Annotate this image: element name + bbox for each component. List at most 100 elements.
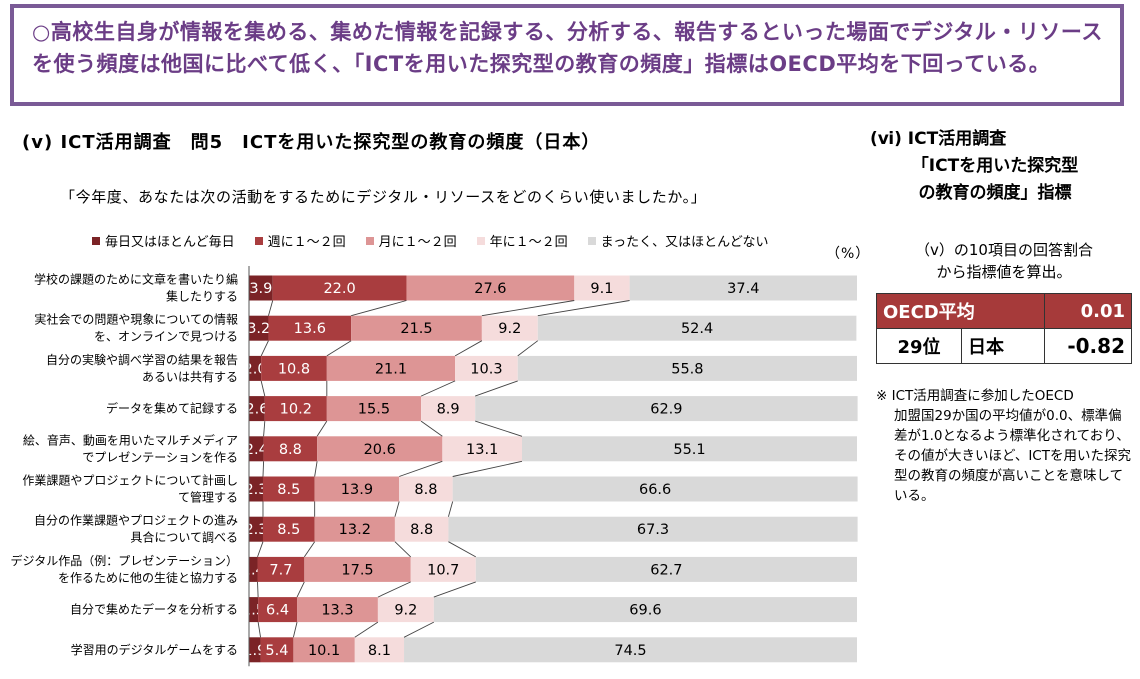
data-label: 9.2 <box>394 603 417 619</box>
bar-segment <box>249 436 264 462</box>
series-connector-line <box>420 380 456 397</box>
legend-item-weekly: 週に１～２回 <box>254 231 346 250</box>
category-label: て管理する <box>178 490 238 505</box>
series-connector-line <box>262 461 265 477</box>
category-label: 作業課題やプロジェクトについて計画し <box>22 473 238 488</box>
bar-segment <box>249 355 262 381</box>
category-label: 実社会での問題や現象についての情報 <box>34 312 238 327</box>
data-label: 8.9 <box>437 402 460 418</box>
bar-segment <box>574 275 630 301</box>
series-connector-line <box>326 340 352 357</box>
data-label: 5.4 <box>265 643 288 659</box>
bar-segment <box>410 556 476 582</box>
bar-segment <box>481 315 538 341</box>
japan-label: 日本 <box>961 328 1045 364</box>
data-label: 13.6 <box>294 321 326 337</box>
data-label: 13.2 <box>339 522 371 538</box>
series-connector-line <box>316 420 328 437</box>
bar-segment <box>249 597 259 623</box>
footnote-first-text: ICT活用調査に参加したOECD <box>891 388 1074 404</box>
data-label: 10.3 <box>470 361 502 377</box>
series-connector-line <box>420 420 443 437</box>
series-connector-line <box>260 380 266 397</box>
bar-segment <box>475 556 857 582</box>
bar-segment <box>249 637 261 663</box>
series-connector-line <box>433 581 476 598</box>
series-connector-line <box>403 621 435 638</box>
category-label: 自分で集めたデータを分析する <box>70 602 238 617</box>
data-label: 74.5 <box>614 643 646 659</box>
legend-swatch-daily <box>92 236 100 245</box>
category-label: でプレゼンテーションを作る <box>82 450 238 464</box>
bar-segment <box>260 637 294 663</box>
series-connector-line <box>257 581 259 598</box>
bar-segment <box>404 637 857 663</box>
footnote-body: 加盟国29か国の平均値が0.0、標準偏差が1.0となるよう標準化されており、その… <box>894 408 1131 504</box>
series-connector-line <box>481 300 575 317</box>
legend-label-daily: 毎日又はほとんど毎日 <box>105 235 235 250</box>
bar-segment <box>258 597 298 623</box>
bar-segment <box>304 556 411 582</box>
series-connector-line <box>475 380 518 397</box>
data-label: 2.3 <box>244 522 267 538</box>
data-label: 10.2 <box>280 402 312 418</box>
data-label: 2.4 <box>245 442 268 458</box>
legend-item-daily: 毎日又はほとんど毎日 <box>92 231 235 250</box>
category-label: デジタル作品（例：プレゼンテーション） <box>10 553 238 568</box>
index-method-note-line2: から指標値を算出。 <box>936 263 1072 281</box>
data-label: 7.7 <box>269 562 292 578</box>
series-connector-line <box>292 621 298 638</box>
data-label: 8.8 <box>414 482 437 498</box>
category-label: 自分の実験や調べ学習の結果を報告 <box>46 352 238 367</box>
unit-label: （%） <box>826 246 871 262</box>
series-connector-line <box>448 541 477 558</box>
bar-segment <box>293 637 355 663</box>
series-connector-line <box>517 340 539 357</box>
bar-segment <box>262 476 315 502</box>
bar-segment <box>394 516 449 542</box>
bar-segment <box>442 436 522 462</box>
bar-segment <box>421 396 476 422</box>
data-label: 2.3 <box>244 482 267 498</box>
category-label: 自分の作業課題やプロジェクトの進み <box>34 513 238 528</box>
japan-row: 29位 日本 -0.82 <box>876 328 1132 364</box>
bar-segment <box>249 275 273 301</box>
series-connector-line <box>257 622 261 638</box>
data-label: 37.4 <box>727 281 759 297</box>
bar-segment <box>326 355 456 381</box>
bar-segment <box>399 476 453 502</box>
series-connector-line <box>537 300 630 317</box>
bar-segment <box>448 516 858 542</box>
bar-segment <box>297 597 378 623</box>
legend-label-never: まったく、又はほとんどない <box>600 235 769 250</box>
data-label: 10.8 <box>278 361 310 377</box>
bar-segment <box>263 436 318 462</box>
category-label: 学校の課題のために文章を書いたり編 <box>34 272 238 287</box>
data-label: 27.6 <box>474 281 506 297</box>
bar-segment <box>629 275 857 301</box>
category-label: あるいは共有する <box>142 370 238 384</box>
bar-segment <box>326 396 422 422</box>
bar-segment <box>406 275 575 301</box>
series-connector-line <box>263 421 266 437</box>
series-connector-line <box>354 621 379 638</box>
data-label: 66.6 <box>639 482 671 498</box>
index-method-note-line1: （ⅴ）の10項目の回答割合 <box>915 241 1093 259</box>
footnote-mark: ※ <box>876 388 888 404</box>
data-label: 8.1 <box>368 643 391 659</box>
data-label: 55.8 <box>671 361 703 377</box>
series-connector-line <box>314 461 318 477</box>
data-label: 52.4 <box>681 321 713 337</box>
legend-item-yearly: 年に１～２回 <box>476 231 568 250</box>
legend-label-monthly: 月に１～２回 <box>378 235 457 250</box>
data-label: 20.6 <box>364 442 396 458</box>
series-connector-line <box>303 541 316 558</box>
data-label: 3.9 <box>249 281 272 297</box>
footnote-first-line: ※ ICT活用調査に参加したOECD <box>876 386 1132 406</box>
data-label: 15.5 <box>358 402 390 418</box>
legend-swatch-never <box>587 236 596 245</box>
legend-item-never: まったく、又はほとんどない <box>587 231 769 250</box>
bar-segment <box>351 315 482 341</box>
series-connector-line <box>452 460 523 477</box>
bar-segment <box>257 556 305 582</box>
